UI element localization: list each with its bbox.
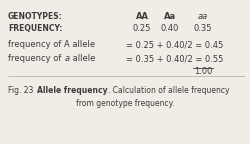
Text: FREQUENCY:: FREQUENCY: bbox=[8, 24, 62, 33]
Text: frequency of A allele: frequency of A allele bbox=[8, 40, 95, 49]
Text: GENOTYPES:: GENOTYPES: bbox=[8, 12, 63, 21]
Text: = 0.35 + 0.40/2 = 0.55: = 0.35 + 0.40/2 = 0.55 bbox=[126, 54, 224, 63]
Text: 0.35: 0.35 bbox=[194, 24, 212, 33]
Text: allele: allele bbox=[70, 54, 95, 63]
Text: from genotype frequency.: from genotype frequency. bbox=[76, 99, 174, 108]
Text: = 0.25 + 0.40/2 = 0.45: = 0.25 + 0.40/2 = 0.45 bbox=[126, 40, 223, 49]
Text: . Calculation of allele frequency: . Calculation of allele frequency bbox=[108, 86, 230, 95]
Text: 1.00: 1.00 bbox=[194, 67, 212, 76]
Text: 0.40: 0.40 bbox=[161, 24, 179, 33]
Text: AA: AA bbox=[136, 12, 148, 21]
Text: aa: aa bbox=[198, 12, 208, 21]
Text: frequency of: frequency of bbox=[8, 54, 64, 63]
Text: Allele frequency: Allele frequency bbox=[37, 86, 108, 95]
Text: a: a bbox=[64, 54, 70, 63]
Text: Aa: Aa bbox=[164, 12, 176, 21]
Text: Fig. 23: Fig. 23 bbox=[8, 86, 37, 95]
Text: 0.25: 0.25 bbox=[133, 24, 151, 33]
